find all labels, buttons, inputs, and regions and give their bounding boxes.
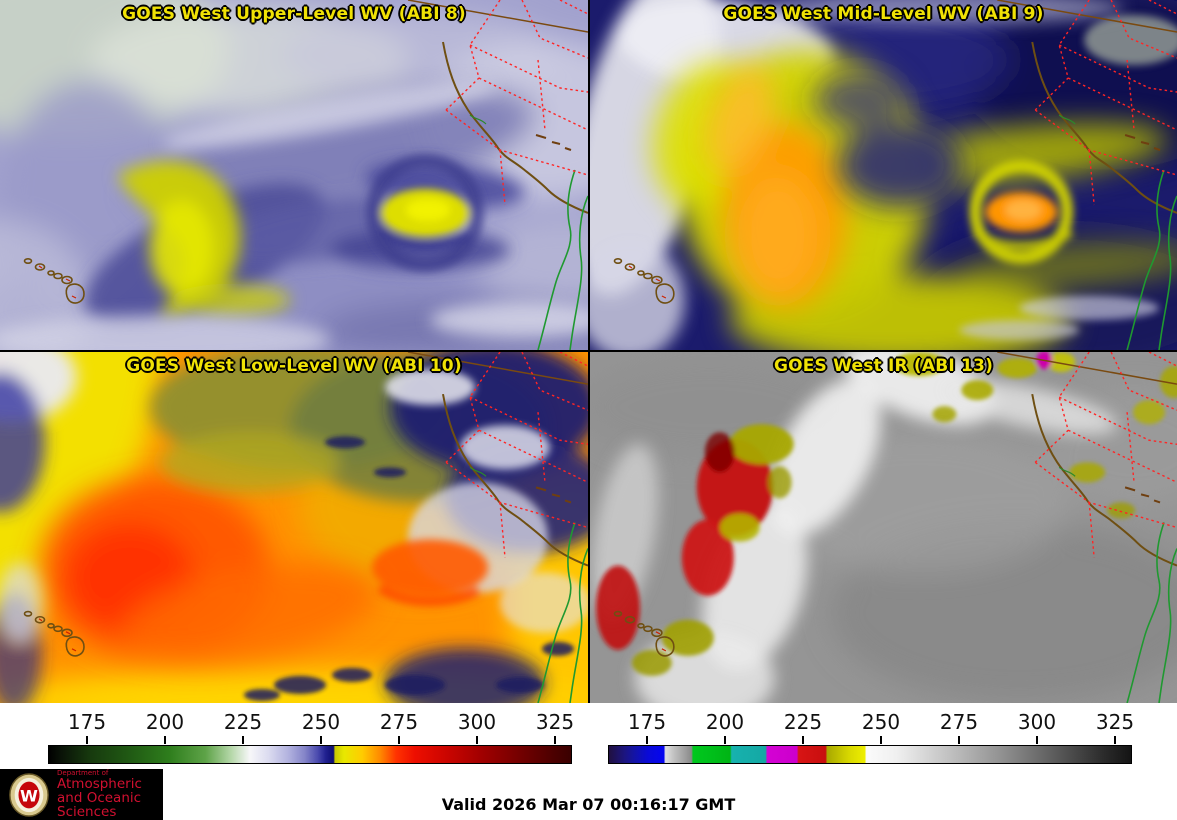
wv-tick-label: 325	[535, 710, 575, 734]
ir-tick-label: 225	[783, 710, 823, 734]
panel-ir: GOES West IR (ABI 13)	[590, 352, 1177, 703]
tick-mark	[957, 736, 960, 744]
panel-upper-level-wv: GOES West Upper-Level WV (ABI 8)	[0, 0, 588, 350]
valid-timestamp: Valid 2026 Mar 07 00:16:17 GMT	[441, 795, 736, 814]
ir-tick-label: 200	[705, 710, 745, 734]
logo-line2: and Oceanic Sciences	[57, 790, 142, 820]
ir-tick-label: 275	[939, 710, 979, 734]
satellite-image-abi10	[0, 352, 588, 703]
wv-tick-label: 300	[457, 710, 497, 734]
ir-tick-label: 300	[1017, 710, 1057, 734]
tick-mark	[801, 736, 804, 744]
tick-mark	[1114, 736, 1117, 744]
tick-mark	[645, 736, 648, 744]
tick-mark	[724, 736, 726, 744]
logo-text: Department of Atmospheric and Oceanic Sc…	[57, 768, 163, 820]
satellite-image-abi8	[0, 0, 588, 350]
tick-mark	[1035, 736, 1038, 744]
satellite-image-abi13	[590, 352, 1177, 703]
tick-mark	[241, 736, 244, 744]
tick-mark	[554, 736, 557, 744]
panel-grid: GOES West Upper-Level WV (ABI 8)	[0, 0, 1177, 703]
aos-logo: W Department of Atmospheric and Oceanic …	[0, 769, 163, 820]
wv-colorbar-gradient	[48, 745, 572, 764]
wv-tick-label: 175	[67, 710, 107, 734]
wv-tick-label: 225	[223, 710, 263, 734]
logo-line1: Atmospheric	[57, 775, 142, 792]
ir-tick-label: 325	[1095, 710, 1135, 734]
panel-title-abi8: GOES West Upper-Level WV (ABI 8)	[122, 4, 466, 24]
panel-mid-level-wv: GOES West Mid-Level WV (ABI 9)	[590, 0, 1177, 350]
panel-title-abi10: GOES West Low-Level WV (ABI 10)	[126, 356, 462, 376]
legend-row: 175 200 225 250 275 300 325 175 200 225 …	[0, 703, 1177, 769]
wv-tick-label: 250	[301, 710, 341, 734]
panel-low-level-wv: GOES West Low-Level WV (ABI 10)	[0, 352, 588, 703]
tick-mark	[475, 736, 478, 744]
tick-mark	[320, 736, 322, 744]
panel-title-abi9: GOES West Mid-Level WV (ABI 9)	[723, 4, 1044, 24]
crest-letter: W	[20, 786, 38, 805]
footer: W Department of Atmospheric and Oceanic …	[0, 769, 1177, 820]
ir-colorbar-gradient	[608, 745, 1132, 764]
wv-colorbar: 175 200 225 250 275 300 325	[48, 703, 575, 769]
tick-mark	[397, 736, 400, 744]
satellite-image-abi9	[590, 0, 1177, 350]
logo-dept-small: Department of	[57, 768, 109, 777]
ir-tick-label: 250	[861, 710, 901, 734]
wv-tick-label: 200	[145, 710, 185, 734]
ir-tick-label: 175	[627, 710, 667, 734]
tick-mark	[164, 736, 166, 744]
wv-tick-label: 275	[379, 710, 419, 734]
tick-mark	[85, 736, 88, 744]
ir-colorbar: 175 200 225 250 275 300 325	[608, 703, 1135, 769]
tick-mark	[880, 736, 882, 744]
uw-crest-icon: W	[9, 772, 49, 817]
panel-title-abi13: GOES West IR (ABI 13)	[773, 356, 994, 376]
